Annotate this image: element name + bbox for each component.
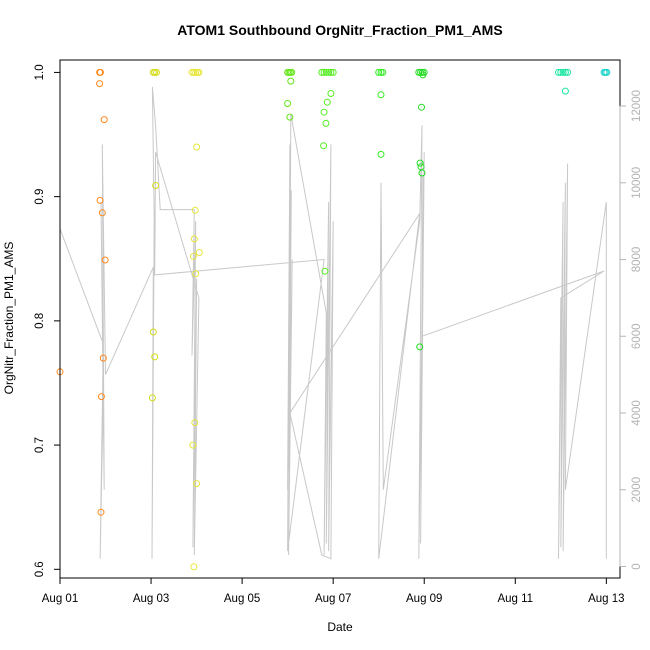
data-point-0-67	[555, 68, 562, 76]
data-point-0-54	[379, 68, 387, 76]
data-point-0-30	[189, 441, 197, 449]
data-point-0-26	[195, 249, 203, 256]
plot-frame	[59, 59, 621, 579]
altitude-line-layer	[59, 86, 607, 560]
x-tick-label-3: Aug 07	[315, 593, 351, 605]
data-point-0-49	[322, 119, 330, 127]
y2-tick-label-1: 2000	[631, 477, 643, 503]
y2-tick-label-5: 10000	[631, 167, 643, 199]
x-tick-label-5: Aug 11	[497, 593, 533, 605]
data-point-0-61	[419, 71, 427, 79]
data-point-0-5	[96, 196, 104, 204]
data-point-0-56	[377, 150, 385, 158]
data-point-0-22	[195, 68, 203, 76]
y-tick-label-2: 0.8	[34, 313, 46, 329]
y2-tick-label-0: 0	[631, 563, 643, 569]
data-point-0-72	[561, 87, 569, 95]
data-point-0-4	[100, 116, 108, 124]
data-point-0-68	[557, 68, 565, 76]
data-point-0-65	[418, 169, 426, 177]
y-axis-title: OrgNitr_Fraction_PM1_AMS	[2, 242, 16, 395]
data-point-0-48	[320, 108, 328, 116]
data-point-0-63	[416, 159, 424, 167]
data-point-0-8	[99, 354, 107, 362]
data-point-0-39	[286, 113, 294, 121]
data-point-0-25	[190, 235, 198, 243]
y-tick-label-3: 0.9	[34, 189, 46, 205]
y-tick-label-0: 0.6	[34, 561, 46, 577]
data-point-0-41	[320, 68, 328, 76]
x-tick-label-6: Aug 13	[588, 593, 624, 605]
data-point-0-31	[193, 480, 201, 488]
series-line-1	[59, 86, 607, 560]
data-point-0-43	[325, 68, 333, 76]
data-point-0-3	[96, 80, 104, 88]
data-point-0-28	[192, 270, 200, 278]
y2-tick-label-2: 4000	[631, 400, 643, 426]
y-tick-label-1: 0.7	[34, 437, 46, 453]
data-point-0-10	[97, 508, 105, 516]
data-point-0-52	[375, 68, 383, 76]
data-point-0-70	[561, 68, 569, 76]
y2-tick-label-3: 6000	[631, 324, 643, 350]
data-point-0-24	[191, 206, 199, 214]
data-point-0-29	[191, 419, 199, 427]
data-point-0-66	[416, 343, 424, 351]
data-point-0-15	[149, 328, 157, 336]
axes-layer: Aug 01 Aug 03 Aug 05 Aug 07 Aug 09 Aug 11 Aug …	[34, 64, 643, 605]
data-point-0-42	[322, 68, 330, 76]
data-point-0-62	[418, 103, 425, 111]
data-point-0-40	[318, 68, 326, 76]
data-point-0-23	[193, 143, 201, 151]
data-point-0-71	[564, 68, 572, 76]
data-point-0-9	[97, 393, 105, 401]
data-point-0-32	[190, 563, 198, 571]
data-point-0-75	[603, 68, 611, 76]
data-point-0-47	[323, 98, 331, 106]
data-point-0-27	[189, 252, 197, 260]
data-point-0-51	[321, 267, 329, 275]
data-point-0-17	[148, 394, 156, 402]
data-point-layer	[56, 68, 611, 571]
data-point-0-2	[97, 68, 104, 76]
data-point-0-46	[327, 90, 335, 97]
data-point-0-69	[559, 68, 567, 76]
data-point-0-7	[101, 256, 109, 264]
chart-title: ATOM1 Southbound OrgNitr_Fraction_PM1_AM…	[177, 22, 502, 38]
data-point-0-36	[288, 68, 296, 76]
data-point-0-37	[287, 77, 295, 85]
data-point-0-6	[98, 209, 106, 217]
x-tick-label-1: Aug 03	[133, 593, 169, 605]
data-point-0-16	[151, 353, 159, 361]
x-tick-label-2: Aug 05	[224, 593, 260, 605]
data-point-0-14	[152, 182, 160, 189]
data-point-0-44	[327, 68, 335, 76]
data-point-0-38	[284, 100, 292, 107]
data-point-0-55	[377, 91, 385, 99]
x-axis-title: Date	[327, 620, 353, 634]
y2-tick-label-6: 12000	[631, 90, 643, 122]
x-tick-label-4: Aug 09	[406, 593, 442, 605]
data-point-0-13	[153, 68, 160, 76]
y-tick-label-4: 1.0	[34, 64, 46, 80]
y2-tick-label-4: 8000	[631, 247, 643, 273]
data-point-0-45	[329, 68, 337, 76]
data-point-0-50	[320, 142, 328, 150]
x-tick-label-0: Aug 01	[42, 593, 78, 605]
